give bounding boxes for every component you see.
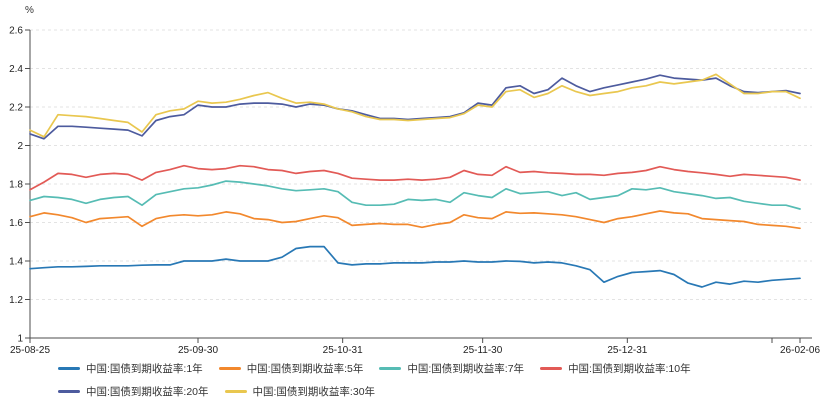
y-tick-label: 1.8: [9, 180, 23, 191]
legend-label: 中国:国债到期收益率:1年: [86, 363, 203, 375]
series-line-中国:国债到期收益率:10年: [29, 164, 801, 191]
y-tick-label: 1: [17, 334, 23, 345]
x-tick-label: 25-12-31: [607, 345, 647, 356]
y-tick-label: 1.4: [9, 257, 23, 268]
y-tick-label: 2.6: [9, 26, 23, 37]
legend-line-swatch: [540, 367, 563, 370]
legend-item-中国:国债到期收益率:30年: 中国:国债到期收益率:30年: [224, 384, 376, 399]
legend-item-中国:国债到期收益率:5年: 中国:国债到期收益率:5年: [218, 361, 364, 376]
legend-line-swatch: [58, 390, 80, 393]
chart-legend: 中国:国债到期收益率:1年 中国:国债到期收益率:5年 中国:国债到期收益率:7年中…: [0, 357, 832, 399]
legend-line-swatch: [58, 367, 80, 370]
y-tick-label: 2: [17, 141, 23, 152]
x-tick-label: 26-02-06: [780, 345, 820, 356]
legend-item-中国:国债到期收益率:20年: 中国:国债到期收益率:20年: [58, 384, 209, 399]
legend-label: 中国:国债到期收益率:5年: [246, 363, 364, 375]
x-tick-label: 25-09-30: [178, 345, 218, 356]
legend-item-中国:国债到期收益率:7年: 中国:国债到期收益率:7年: [379, 361, 524, 376]
series-line-中国:国债到期收益率:7年: [29, 180, 801, 210]
series-line-中国:国债到期收益率:30年: [29, 73, 801, 138]
y-axis-unit-label: %: [25, 5, 34, 16]
legend-line-swatch: [379, 367, 402, 370]
y-tick-label: 2.2: [9, 103, 23, 114]
y-tick-label: 1.6: [9, 218, 23, 229]
legend-line-swatch: [224, 390, 247, 393]
series-line-中国:国债到期收益率:20年: [29, 74, 801, 140]
legend-label: 中国:国债到期收益率:30年: [252, 386, 376, 398]
legend-label: 中国:国债到期收益率:7年: [407, 363, 525, 375]
y-tick-label: 2.4: [9, 64, 23, 75]
legend-label: 中国:国债到期收益率:20年: [86, 386, 209, 398]
x-tick-label: 25-11-30: [463, 345, 503, 356]
series-line-中国:国债到期收益率:1年: [29, 245, 801, 288]
x-tick-label: 25-10-31: [323, 345, 363, 356]
legend-item-中国:国债到期收益率:10年: 中国:国债到期收益率:10年: [540, 361, 691, 376]
yield-line-chart: 1 1.2 1.4 1.6 1.8 2 2.2 2.4 2.6 25-08-25 25-09-30 2…: [9, 26, 820, 357]
legend-line-swatch: [218, 367, 241, 370]
legend-label: 中国:国债到期收益率:10年: [568, 363, 691, 375]
legend-item-中国:国债到期收益率:1年: 中国:国债到期收益率:1年: [58, 361, 203, 376]
series-line-中国:国债到期收益率:5年: [29, 210, 801, 230]
y-tick-label: 1.2: [9, 295, 23, 306]
x-tick-label: 25-08-25: [10, 345, 50, 356]
